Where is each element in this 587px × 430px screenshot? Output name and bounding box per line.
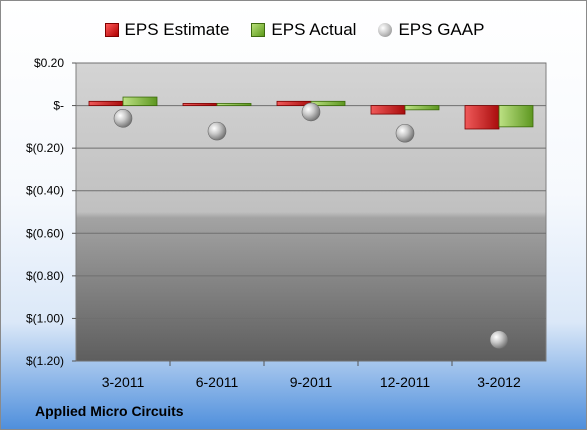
- bar-estimate: [464, 105, 500, 130]
- legend-label-estimate: EPS Estimate: [124, 20, 230, 39]
- company-label: Applied Micro Circuits: [35, 403, 184, 419]
- y-tick-label: $(1.20): [26, 354, 64, 368]
- y-tick-label: $0.20: [34, 56, 64, 70]
- bar-estimate: [88, 100, 124, 106]
- bar-actual: [404, 105, 440, 111]
- x-tick-label: 3-2011: [102, 374, 145, 390]
- point-gaap: [395, 123, 415, 143]
- bar-estimate: [182, 103, 218, 106]
- legend: EPS Estimate EPS Actual EPS GAAP: [1, 17, 586, 43]
- y-tick-label: $-: [53, 99, 64, 113]
- y-tick-label: $(0.40): [26, 184, 64, 198]
- y-axis: $0.20 $- $(0.20) $(0.40) $(0.60) $(0.80) $(1.0…: [26, 56, 76, 368]
- y-tick-label: $(0.60): [26, 226, 64, 240]
- legend-swatch-estimate: [104, 23, 119, 37]
- point-gaap: [489, 330, 509, 350]
- point-gaap: [207, 121, 227, 141]
- x-axis: 3-2011 6-2011 9-2011 12-2011 3-2012: [102, 361, 521, 390]
- x-tick-label: 12-2011: [380, 374, 431, 390]
- legend-label-actual: EPS Actual: [271, 20, 357, 39]
- bar-estimate: [370, 105, 406, 115]
- point-gaap: [301, 102, 321, 122]
- legend-swatch-actual: [251, 23, 266, 37]
- x-tick-label: 3-2012: [477, 374, 521, 390]
- legend-item-estimate: EPS Estimate: [104, 20, 230, 40]
- legend-item-gaap: EPS GAAP: [378, 20, 484, 40]
- y-tick-label: $(1.00): [26, 311, 64, 325]
- y-tick-label: $(0.20): [26, 141, 64, 155]
- bar-actual: [216, 103, 252, 106]
- x-tick-label: 9-2011: [290, 374, 333, 390]
- legend-item-actual: EPS Actual: [251, 20, 356, 40]
- bar-actual: [122, 96, 158, 106]
- x-tick-label: 6-2011: [196, 374, 239, 390]
- bars: [88, 96, 534, 130]
- point-gaap: [113, 109, 133, 128]
- gaap-points: [113, 102, 509, 350]
- legend-label-gaap: EPS GAAP: [398, 20, 485, 39]
- bar-actual: [498, 105, 534, 128]
- y-tick-label: $(0.80): [26, 269, 64, 283]
- legend-swatch-gaap: [378, 23, 393, 37]
